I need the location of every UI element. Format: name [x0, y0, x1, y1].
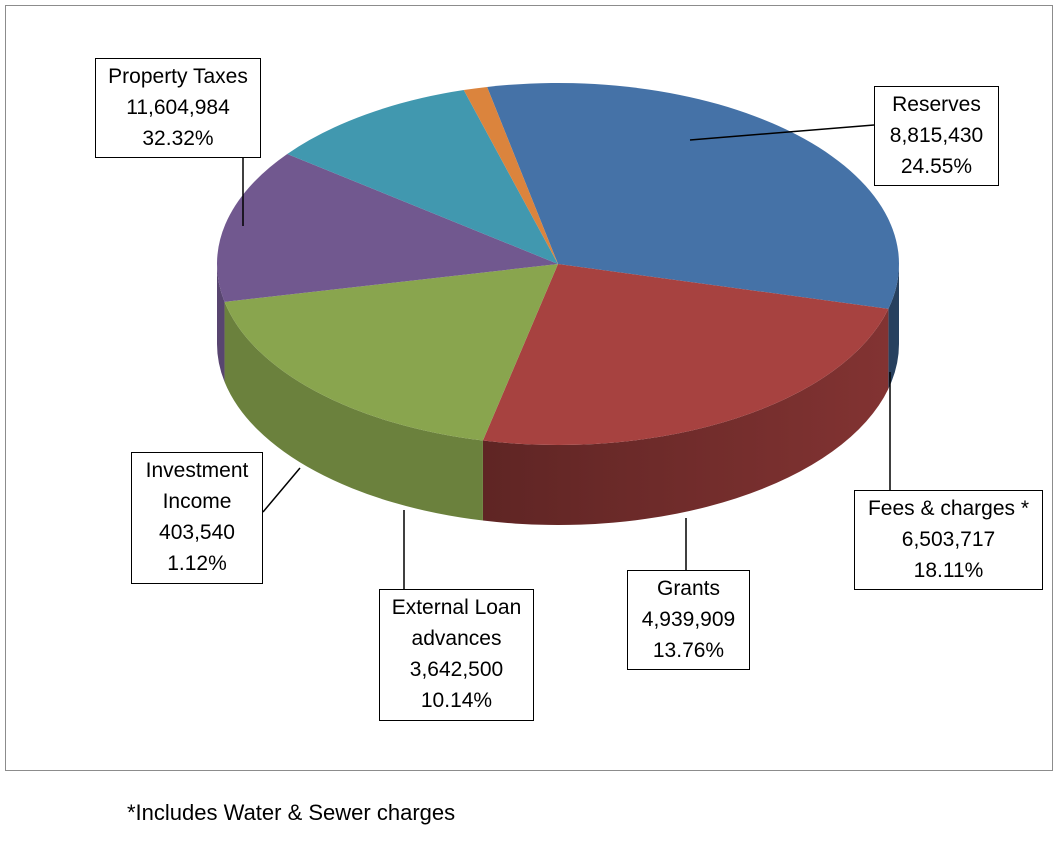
- label-percent: 18.11%: [913, 559, 984, 582]
- label-category: Reserves: [892, 93, 981, 116]
- pie-slice-grants: [216, 153, 558, 302]
- label-category: Income: [162, 490, 232, 513]
- label-category: Property Taxes: [108, 65, 248, 88]
- data-label-property-taxes: Property Taxes 11,604,984 32.32%: [95, 58, 261, 158]
- data-label-external-loan: External Loan advances 3,642,500 10.14%: [379, 589, 534, 721]
- label-category: Grants: [656, 577, 721, 600]
- leader-lines: [242, 124, 891, 589]
- pie-side-reserves: [482, 308, 889, 525]
- footnote: *Includes Water & Sewer charges: [127, 800, 456, 825]
- label-percent: 32.32%: [142, 127, 214, 150]
- pie-side-grants: [217, 264, 225, 382]
- pie-slice-property-taxes: [487, 83, 899, 309]
- leader-line-reserves: [689, 124, 875, 141]
- label-value: 403,540: [159, 521, 235, 544]
- label-percent: 1.12%: [167, 552, 227, 575]
- data-label-grants: Grants 4,939,909 13.76%: [627, 570, 750, 670]
- pie-side-fees-charges: [224, 301, 483, 521]
- data-label-investment-income: Investment Income 403,540 1.12%: [131, 452, 263, 584]
- pie-slice-reserves: [482, 264, 889, 446]
- label-percent: 10.14%: [420, 689, 493, 712]
- label-category: advances: [411, 627, 502, 650]
- data-label-reserves: Reserves 8,815,430 24.55%: [874, 86, 999, 186]
- data-label-fees-charges: Fees & charges * 6,503,717 18.11%: [854, 490, 1043, 590]
- pie-slice-fees-charges: [224, 264, 559, 441]
- leader-line-investment-income: [262, 467, 301, 513]
- label-value: 4,939,909: [641, 608, 736, 631]
- label-percent: 13.76%: [652, 639, 725, 662]
- label-value: 3,642,500: [409, 658, 504, 681]
- pie-slice-external-loan: [287, 90, 558, 265]
- pie-sides: [217, 264, 899, 525]
- pie-side-property-taxes: [888, 264, 899, 389]
- pie-slice-investment-income: [463, 86, 558, 264]
- label-category: Investment: [145, 459, 249, 482]
- pie-top-faces: [216, 83, 899, 446]
- label-value: 6,503,717: [901, 528, 996, 551]
- label-value: 8,815,430: [889, 124, 984, 147]
- label-percent: 24.55%: [900, 155, 973, 178]
- label-value: 11,604,984: [126, 96, 230, 119]
- label-category: External Loan: [391, 596, 522, 619]
- label-category: Fees & charges *: [867, 497, 1030, 520]
